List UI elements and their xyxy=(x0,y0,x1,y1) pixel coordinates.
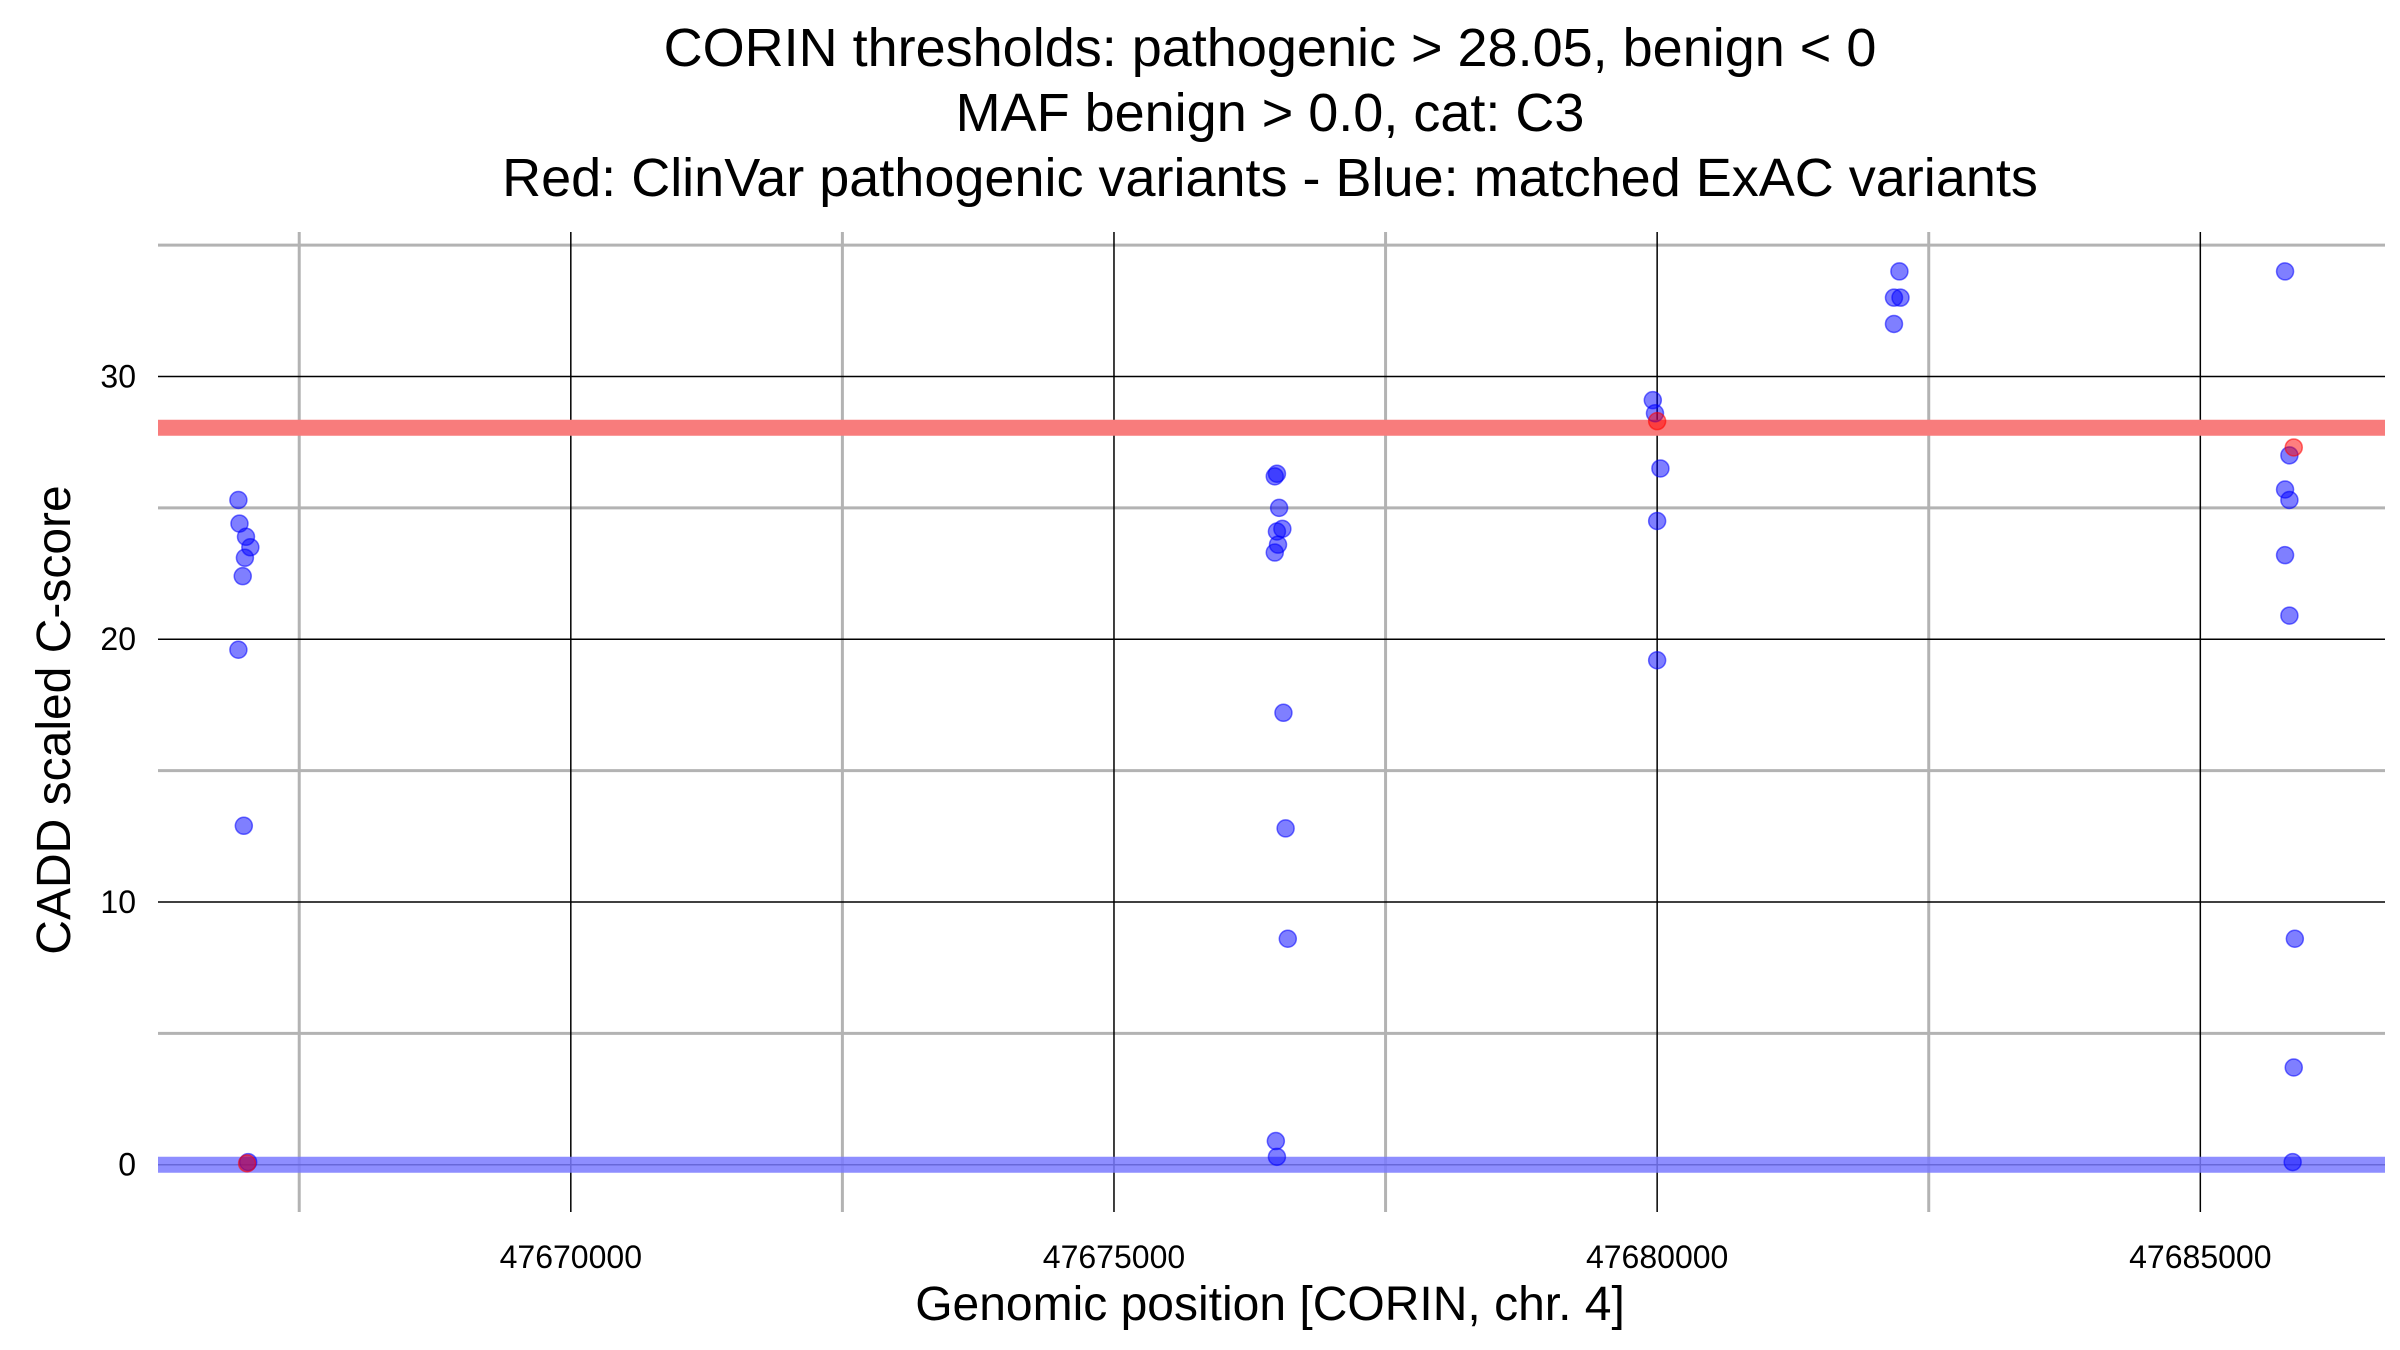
chart-titles: CORIN thresholds: pathogenic > 28.05, be… xyxy=(28,18,2038,1331)
data-point-series-0 xyxy=(1651,459,1670,478)
data-point-series-0 xyxy=(1265,543,1285,562)
data-point-series-0 xyxy=(233,566,252,586)
x-tick-label: 47675000 xyxy=(1043,1239,1185,1275)
data-point-series-0 xyxy=(1274,703,1293,723)
data-point-series-0 xyxy=(234,816,254,836)
threshold-lines xyxy=(158,419,2385,1173)
chart-title-line-2: MAF benign > 0.0, cat: C3 xyxy=(956,83,1585,143)
data-point-series-0 xyxy=(1266,1131,1286,1151)
x-tick-label: 47670000 xyxy=(500,1239,642,1275)
data-point-series-0 xyxy=(1265,467,1285,486)
chart-title-line-1: CORIN thresholds: pathogenic > 28.05, be… xyxy=(664,18,1877,78)
grid-lines xyxy=(158,232,2385,1212)
data-point-series-0 xyxy=(1276,819,1295,838)
y-tick-label: 10 xyxy=(100,884,136,920)
y-tick-label: 30 xyxy=(100,359,136,395)
data-points xyxy=(229,262,2305,1173)
data-point-series-0 xyxy=(1269,498,1289,518)
data-point-series-0 xyxy=(1884,314,1904,334)
x-axis-title: Genomic position [CORIN, chr. 4] xyxy=(915,1278,1625,1331)
data-point-series-0 xyxy=(2275,262,2295,281)
data-point-series-0 xyxy=(2275,545,2295,565)
data-point-series-1 xyxy=(2284,438,2303,457)
data-point-series-0 xyxy=(235,548,255,568)
data-point-series-0 xyxy=(229,640,248,659)
data-point-series-0 xyxy=(1891,288,1910,307)
data-point-series-0 xyxy=(2283,1152,2302,1172)
x-tick-label: 47685000 xyxy=(2129,1239,2271,1275)
data-point-series-0 xyxy=(1647,651,1667,670)
data-point-series-1 xyxy=(237,1154,257,1173)
data-point-series-0 xyxy=(2284,1058,2303,1077)
data-point-series-0 xyxy=(1278,929,1298,949)
data-point-series-0 xyxy=(1890,262,1909,281)
data-point-series-1 xyxy=(1647,411,1667,431)
data-point-series-0 xyxy=(1647,511,1667,531)
y-tick-label: 0 xyxy=(118,1147,136,1183)
data-point-series-0 xyxy=(2285,929,2305,949)
data-point-series-0 xyxy=(1267,1147,1287,1167)
x-tick-label: 47680000 xyxy=(1586,1239,1728,1275)
y-axis-title: CADD scaled C-score xyxy=(28,485,81,954)
chart-title-line-3: Red: ClinVar pathogenic variants - Blue:… xyxy=(502,148,2038,208)
tick-labels: 0 10 20 30 47670000 47675000 47680000 47685000 xyxy=(100,359,2271,1275)
data-point-series-0 xyxy=(2280,490,2299,510)
y-tick-label: 20 xyxy=(100,621,136,657)
data-point-series-0 xyxy=(2280,606,2299,625)
data-point-series-0 xyxy=(229,490,248,510)
